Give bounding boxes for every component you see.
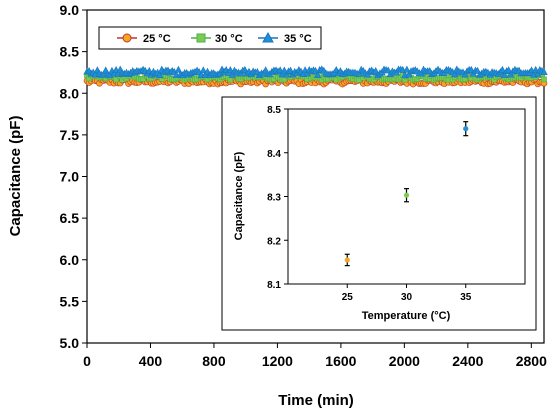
inset-x-tick-label: 25 [342, 292, 354, 303]
legend-item-30: 30 °C [191, 33, 243, 45]
main-y-tick-label: 7.0 [60, 169, 80, 185]
main-y-tick-label: 7.5 [60, 127, 80, 143]
inset-x-tick-label: 35 [460, 292, 472, 303]
main-y-tick-label: 5.5 [60, 293, 80, 309]
main-y-tick-label: 8.5 [60, 44, 80, 60]
main-x-tick-label: 0 [83, 353, 91, 369]
inset-x-tick-label: 30 [401, 292, 413, 303]
data-point [110, 69, 118, 77]
legend-item-35: 35 °C [258, 31, 312, 45]
data-point [498, 65, 507, 73]
data-point [540, 68, 548, 75]
main-x-tick-label: 2800 [516, 353, 547, 369]
inset-data-point [403, 192, 410, 198]
main-x-tick-label: 2400 [452, 353, 483, 369]
main-y-tick-label: 6.5 [60, 210, 80, 226]
main-x-axis: 0 400 800 1200 1600 2000 2400 2800 [83, 343, 547, 369]
data-point [313, 71, 322, 79]
inset-points-group [344, 121, 469, 267]
main-y-tick-label: 8.0 [60, 85, 80, 101]
inset-x-axis-title: Temperature (°C) [362, 310, 451, 322]
main-y-tick-label: 9.0 [60, 2, 80, 18]
main-x-axis-title: Time (min) [278, 392, 354, 409]
inset-y-tick-label: 8.4 [267, 149, 281, 160]
legend: 25 °C 30 °C 35 °C [98, 26, 322, 50]
main-y-axis: 5.0 5.5 6.0 6.5 7.0 7.5 8.0 8.5 9.0 [60, 2, 87, 351]
legend-item-25: 25 °C [117, 33, 171, 45]
main-y-tick-label: 5.0 [60, 335, 80, 351]
main-x-tick-label: 1200 [262, 353, 293, 369]
inset-y-axis-title: Capacitance (pF) [233, 151, 245, 240]
legend-label-25: 25 °C [143, 33, 171, 45]
inset-y-tick-label: 8.2 [267, 236, 281, 247]
inset-data-point [344, 257, 350, 263]
legend-label-35: 35 °C [284, 33, 312, 45]
data-point [226, 66, 235, 74]
inset-y-tick-label: 8.5 [267, 105, 281, 116]
data-point [174, 65, 183, 73]
inset-x-axis: 25 30 35 [342, 284, 472, 303]
data-point [504, 66, 513, 74]
data-point [500, 70, 509, 78]
main-x-tick-label: 800 [202, 353, 226, 369]
main-x-tick-label: 1600 [325, 353, 356, 369]
legend-marker-30 [196, 33, 206, 43]
inset-y-tick-label: 8.1 [267, 280, 281, 291]
legend-label-30: 30 °C [215, 33, 243, 45]
inset-y-axis: 8.1 8.2 8.3 8.4 8.5 [267, 105, 288, 291]
legend-marker-35 [262, 31, 274, 43]
main-y-tick-label: 6.0 [60, 252, 80, 268]
data-point [199, 66, 208, 74]
data-point [541, 76, 547, 83]
legend-marker-25 [122, 33, 132, 43]
main-y-axis-title: Capacitance (pF) [7, 116, 24, 237]
inset-y-tick-label: 8.3 [267, 193, 281, 204]
inset-data-point [463, 126, 469, 132]
main-x-tick-label: 400 [139, 353, 163, 369]
main-x-tick-label: 2000 [389, 353, 420, 369]
main-series-group [83, 65, 548, 88]
data-point [403, 65, 411, 73]
